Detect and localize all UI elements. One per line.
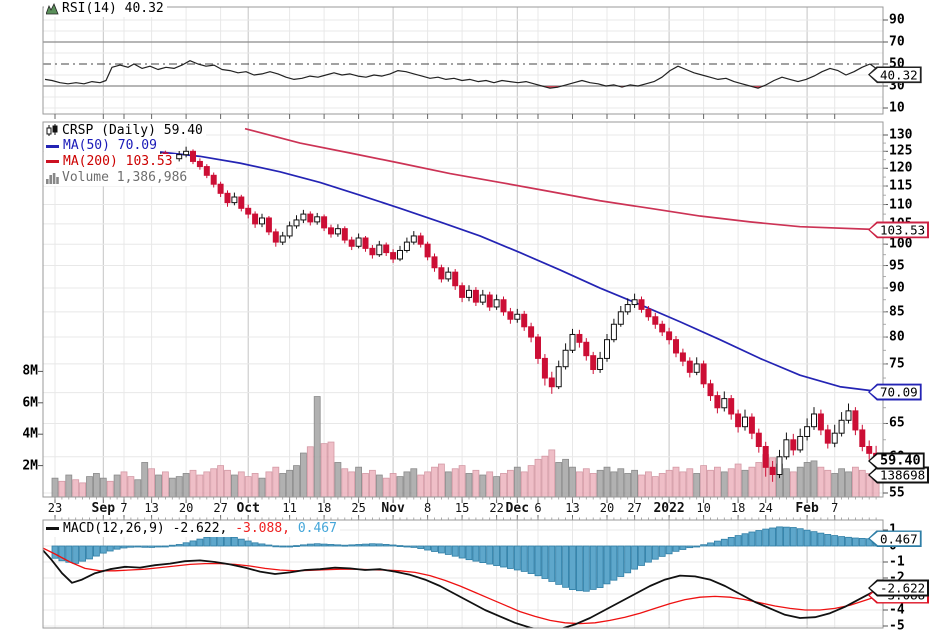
rsi-legend: RSI(14) 40.32 [44,1,167,17]
price-plot [51,127,883,497]
ma50-legend-row: MA(50) 70.09 [44,138,160,154]
macd-legend: MACD(12,26,9) -2.622, -3.088, 0.467 [44,521,340,537]
ma50-line-icon [46,144,59,148]
rsi-area-icon [46,3,59,15]
macd-signal-value-label: -3.088, [227,521,290,536]
rsi-legend-label: RSI(14) 40.32 [62,1,164,16]
volume-legend-row: Volume 1,386,986 [44,169,191,186]
ma200-line-icon [46,160,59,164]
macd-hist-value-label: 0.467 [290,521,337,536]
volume-legend-label: Volume 1,386,986 [62,169,188,185]
macd-line-icon [46,527,59,531]
macd-legend-label: MACD(12,26,9) -2.622, [63,521,228,536]
macd-legend-row: MACD(12,26,9) -2.622, -3.088, 0.467 [44,521,340,537]
rsi-legend-row: RSI(14) 40.32 [44,1,167,17]
symbol-legend-label: CRSP (Daily) 59.40 [62,122,203,138]
ma200-legend-label: MA(200) 103.53 [63,154,173,169]
rsi-plot [44,60,881,89]
volume-bars-icon [46,172,59,184]
macd-plot [43,526,881,628]
price-legend: CRSP (Daily) 59.40 MA(50) 70.09 MA(200) … [44,122,206,186]
symbol-legend-row: CRSP (Daily) 59.40 [44,122,206,139]
ma50-legend-label: MA(50) 70.09 [63,138,157,154]
candlestick-icon [46,123,58,136]
ma200-legend-row: MA(200) 103.53 [44,154,176,170]
